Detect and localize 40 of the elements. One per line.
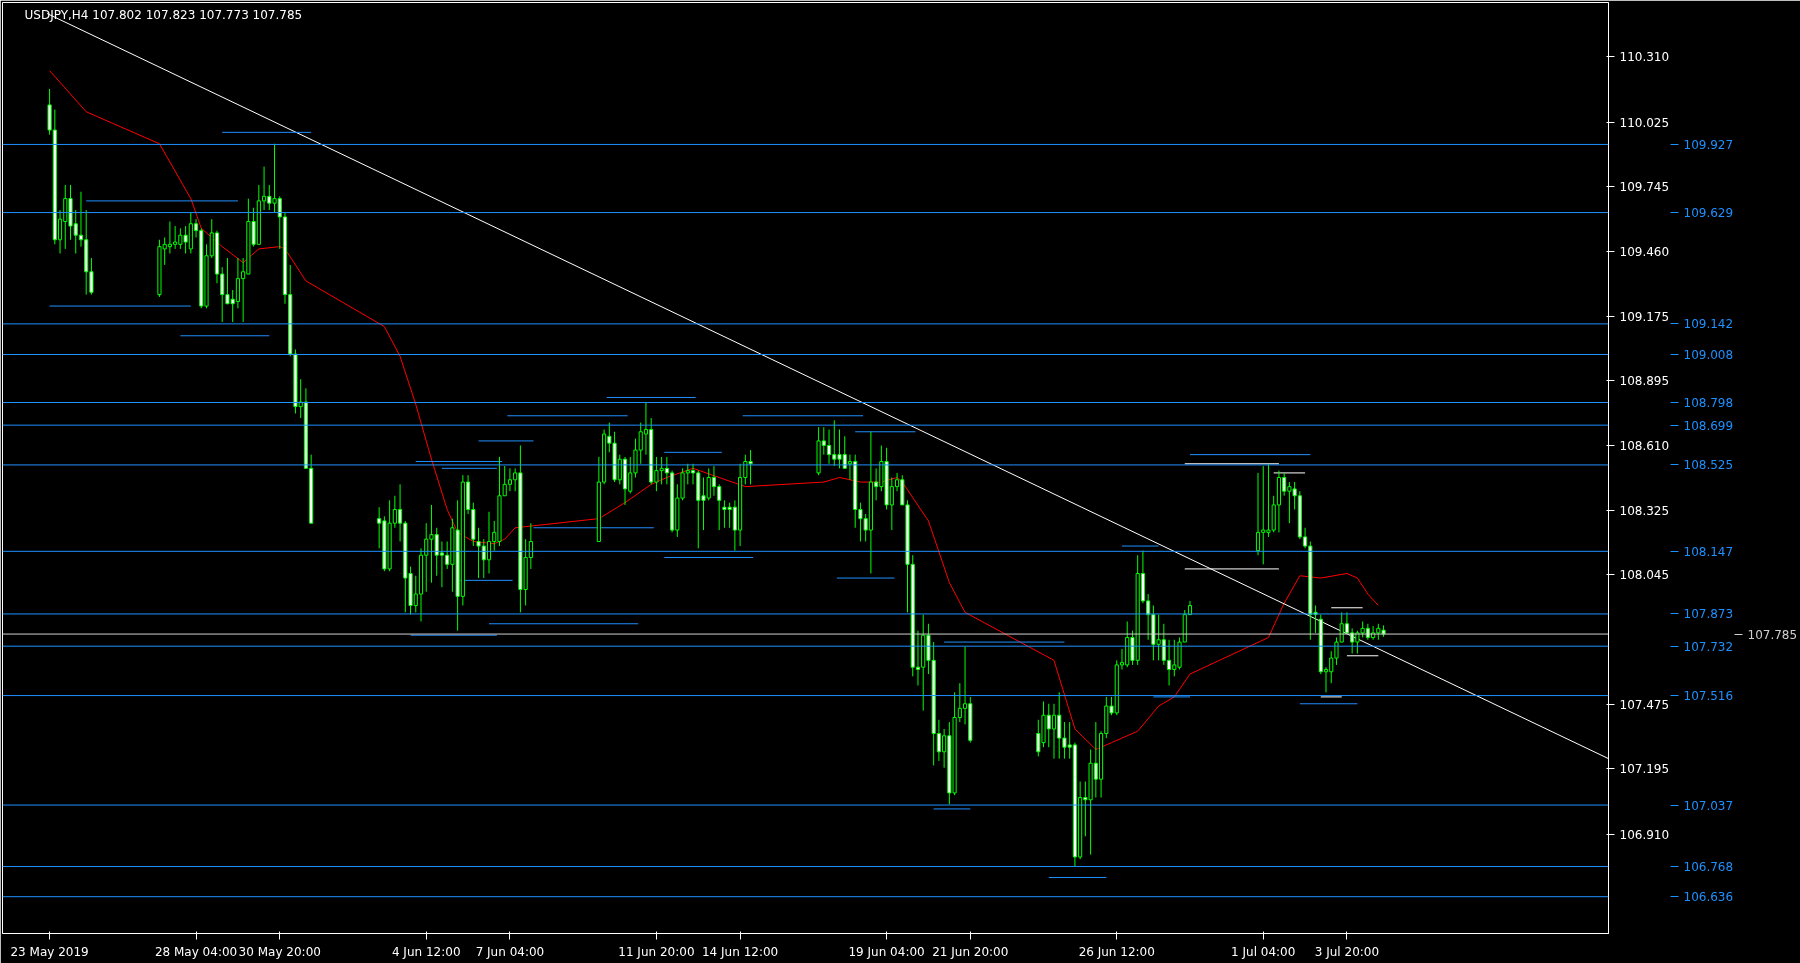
ref-line-label: 108.699 (1683, 418, 1734, 433)
y-tick-label: 108.610 (1619, 438, 1670, 453)
ref-line-label: 109.629 (1683, 206, 1734, 221)
x-tick-label: 21 Jun 20:00 (932, 944, 1009, 959)
ref-line-label: 107.516 (1683, 689, 1734, 704)
x-tick-label: 23 May 2019 (10, 944, 89, 959)
x-tick-label: 30 May 20:00 (238, 944, 321, 959)
ref-line-label: 108.147 (1683, 544, 1734, 559)
y-tick-label: 110.025 (1619, 115, 1670, 130)
ref-line-label: 107.037 (1683, 798, 1734, 813)
x-tick-label: 1 Jul 04:00 (1231, 944, 1296, 959)
y-tick-label: 109.745 (1619, 179, 1670, 194)
ref-line-label: 108.525 (1683, 458, 1734, 473)
ref-line-label: 109.142 (1683, 317, 1734, 332)
x-tick-label: 4 Jun 12:00 (391, 944, 461, 959)
ref-line-label: 107.785 (1747, 627, 1798, 642)
ref-line-label: 106.768 (1683, 860, 1734, 875)
y-tick-label: 107.475 (1619, 698, 1670, 713)
y-tick-label: 109.175 (1619, 309, 1670, 324)
x-tick-label: 7 Jun 04:00 (475, 944, 545, 959)
ref-line-label: 109.008 (1683, 348, 1734, 363)
x-tick-label: 14 Jun 12:00 (701, 944, 779, 959)
y-tick-label: 109.460 (1619, 244, 1670, 259)
ref-line-label: 107.732 (1683, 639, 1734, 654)
y-tick-label: 110.310 (1619, 50, 1670, 65)
ref-line-label: 109.927 (1683, 137, 1734, 152)
x-tick-label: 3 Jul 20:00 (1314, 944, 1380, 959)
x-tick-label: 11 Jun 20:00 (618, 944, 695, 959)
y-tick-label: 107.195 (1619, 762, 1670, 777)
ref-line-label: 108.798 (1683, 396, 1734, 411)
text: USDJPY,H4 107.802 107.823 107.773 107.785 (24, 7, 303, 22)
y-tick-label: 108.325 (1619, 504, 1670, 519)
y-tick-label: 106.910 (1619, 827, 1670, 842)
ref-line-label: 106.636 (1683, 890, 1734, 905)
x-tick-label: 28 May 04:00 (154, 944, 238, 959)
ref-line-label: 107.873 (1683, 607, 1734, 622)
x-tick-label: 19 Jun 04:00 (848, 944, 925, 959)
x-tick-label: 26 Jun 12:00 (1078, 944, 1155, 959)
y-tick-label: 108.895 (1619, 373, 1670, 388)
y-tick-label: 108.045 (1619, 568, 1670, 583)
